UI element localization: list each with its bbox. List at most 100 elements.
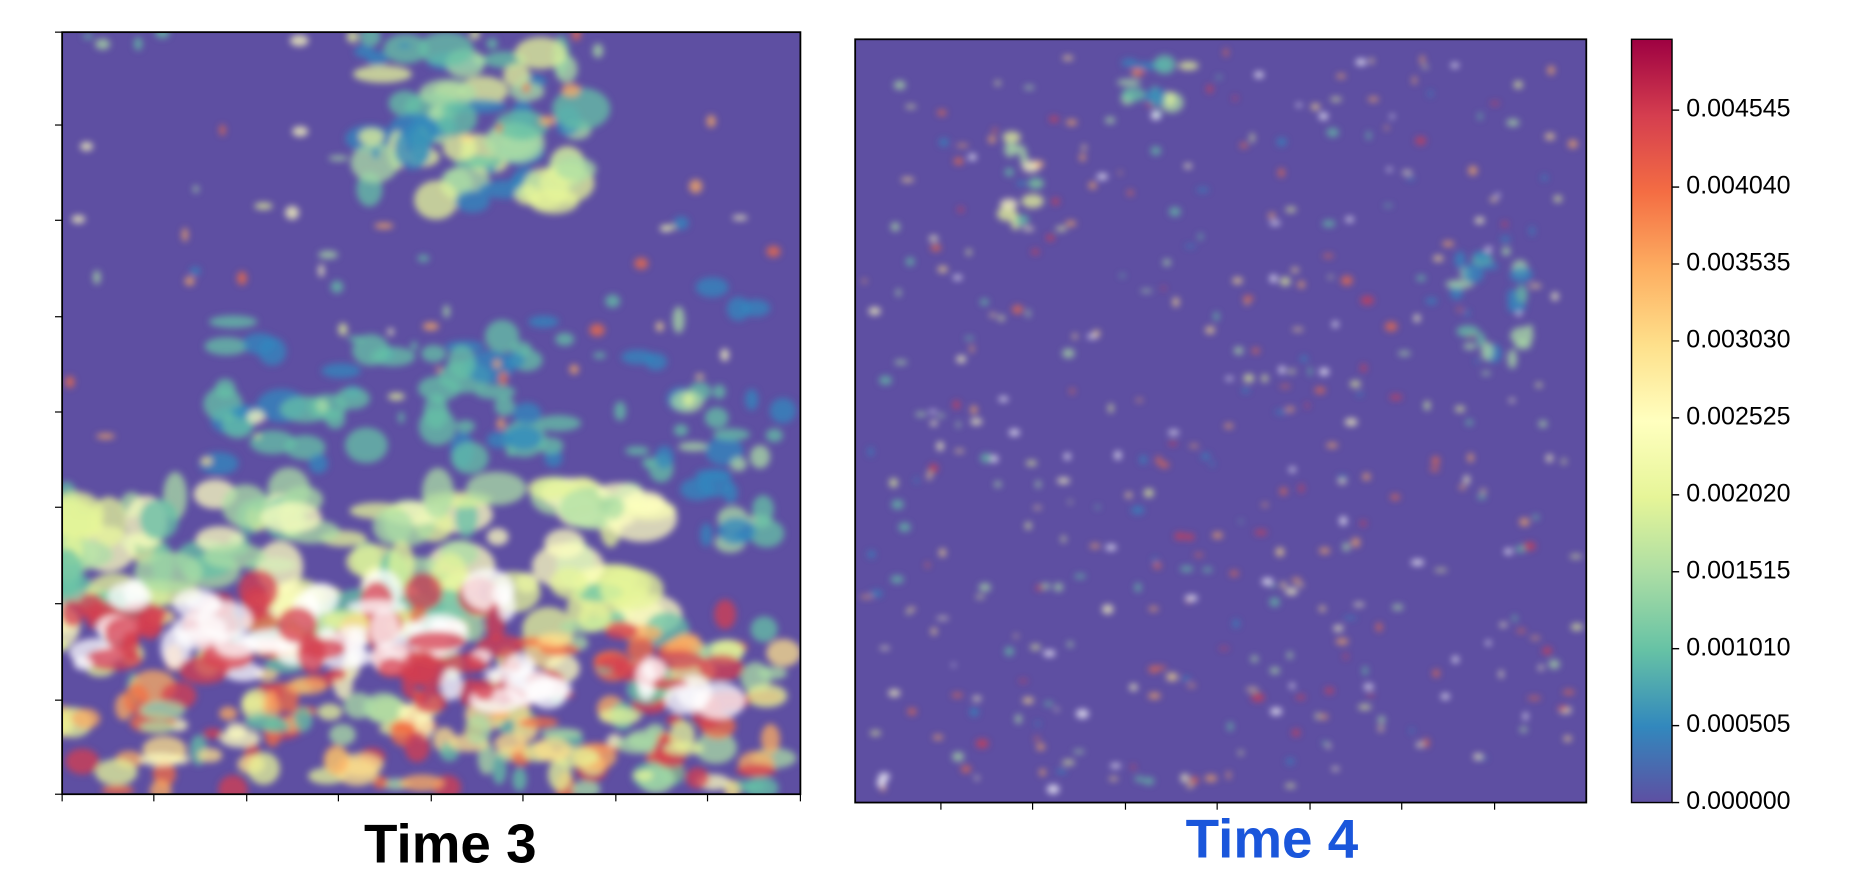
field-blob	[387, 392, 405, 401]
field-blob	[262, 718, 291, 734]
field-blob	[1280, 581, 1287, 589]
colorbar-tick-label: 0.002525	[1686, 402, 1790, 430]
field-blob	[1225, 376, 1234, 381]
field-blob	[998, 396, 1009, 402]
field-blob	[1076, 709, 1089, 719]
field-blob	[136, 607, 164, 640]
field-blob	[343, 692, 374, 719]
field-blob	[1420, 55, 1425, 65]
field-blob	[1148, 606, 1159, 611]
field-blob	[596, 482, 644, 501]
field-blob	[1433, 255, 1444, 262]
field-blob	[1510, 326, 1534, 345]
field-blob	[1051, 198, 1060, 205]
field-blob	[1164, 91, 1176, 107]
field-blob	[750, 616, 778, 643]
field-blob	[972, 696, 982, 701]
field-blob	[1285, 587, 1298, 595]
field-blob	[1409, 727, 1414, 734]
field-blob	[1134, 776, 1144, 782]
field-blob	[184, 276, 195, 286]
field-blob	[1535, 382, 1543, 388]
field-blob	[1238, 519, 1243, 523]
field-blob	[1450, 62, 1459, 68]
field-blob	[1261, 374, 1269, 383]
field-blob	[713, 428, 751, 441]
field-blob	[859, 595, 874, 599]
colorbar-tick-label: 0.001010	[1686, 633, 1790, 661]
field-blob	[374, 222, 394, 229]
field-blob	[678, 441, 710, 452]
field-blob	[406, 631, 466, 651]
field-blob	[769, 398, 797, 424]
field-blob	[421, 467, 454, 519]
field-blob	[1308, 366, 1313, 376]
field-blob	[443, 304, 450, 318]
field-blob	[417, 254, 430, 262]
field-blob	[1421, 65, 1429, 69]
field-blob	[1333, 625, 1344, 632]
field-blob	[435, 367, 442, 373]
field-blob	[1362, 473, 1371, 481]
colorbar-tick-label: 0.001515	[1686, 556, 1790, 584]
field-blob	[134, 37, 143, 51]
field-blob	[1406, 176, 1415, 181]
field-blob	[1166, 672, 1178, 681]
field-blob	[695, 374, 705, 380]
field-blob	[979, 298, 989, 306]
field-blob	[486, 528, 509, 546]
field-blob	[1092, 329, 1100, 338]
field-blob	[1031, 249, 1040, 255]
field-blob	[994, 481, 1002, 488]
field-blob	[932, 734, 944, 740]
field-blob	[952, 275, 963, 281]
field-blob	[139, 700, 186, 720]
field-blob	[1000, 198, 1018, 210]
field-blob	[1310, 103, 1321, 110]
field-blob	[1389, 394, 1403, 400]
field-blob	[1227, 721, 1234, 732]
field-blob	[1332, 321, 1339, 328]
field-blob	[344, 427, 388, 464]
field-blob	[1297, 281, 1305, 289]
field-blob	[493, 359, 501, 369]
field-blob	[308, 453, 328, 474]
field-blob	[492, 583, 513, 605]
colorbar-tick-label: 0.004040	[1686, 172, 1790, 200]
field-blob	[1480, 489, 1487, 493]
field-blob	[732, 215, 748, 221]
field-blob	[1481, 341, 1494, 361]
field-blob	[293, 706, 313, 732]
field-blob	[1324, 687, 1335, 694]
field-blob	[1366, 131, 1371, 140]
field-blob	[700, 523, 713, 547]
field-blob	[683, 0, 699, 13]
field-blob	[694, 468, 732, 481]
field-blob	[571, 32, 581, 41]
field-blob	[907, 607, 916, 611]
field-blob	[927, 471, 932, 481]
field-blob	[1246, 687, 1259, 692]
field-blob	[655, 445, 674, 469]
field-blob	[539, 115, 556, 126]
field-blob	[1226, 771, 1231, 780]
field-blob	[41, 699, 58, 722]
field-blob	[1251, 692, 1265, 702]
field-blob	[878, 772, 890, 781]
field-blob	[1369, 58, 1374, 64]
field-blob	[1152, 557, 1158, 563]
field-blob	[193, 185, 199, 193]
field-blob	[1244, 299, 1250, 306]
field-blob	[1232, 619, 1240, 628]
field-blob	[1481, 262, 1499, 270]
field-blob	[528, 315, 559, 328]
field-blob	[1202, 567, 1213, 573]
field-blob	[372, 146, 380, 160]
field-blob	[938, 138, 949, 147]
field-blob	[1423, 738, 1430, 748]
field-blob	[975, 739, 989, 749]
field-blob	[861, 279, 867, 283]
field-blob	[1507, 300, 1526, 314]
field-blob	[1201, 453, 1211, 460]
field-blob	[1279, 487, 1287, 495]
